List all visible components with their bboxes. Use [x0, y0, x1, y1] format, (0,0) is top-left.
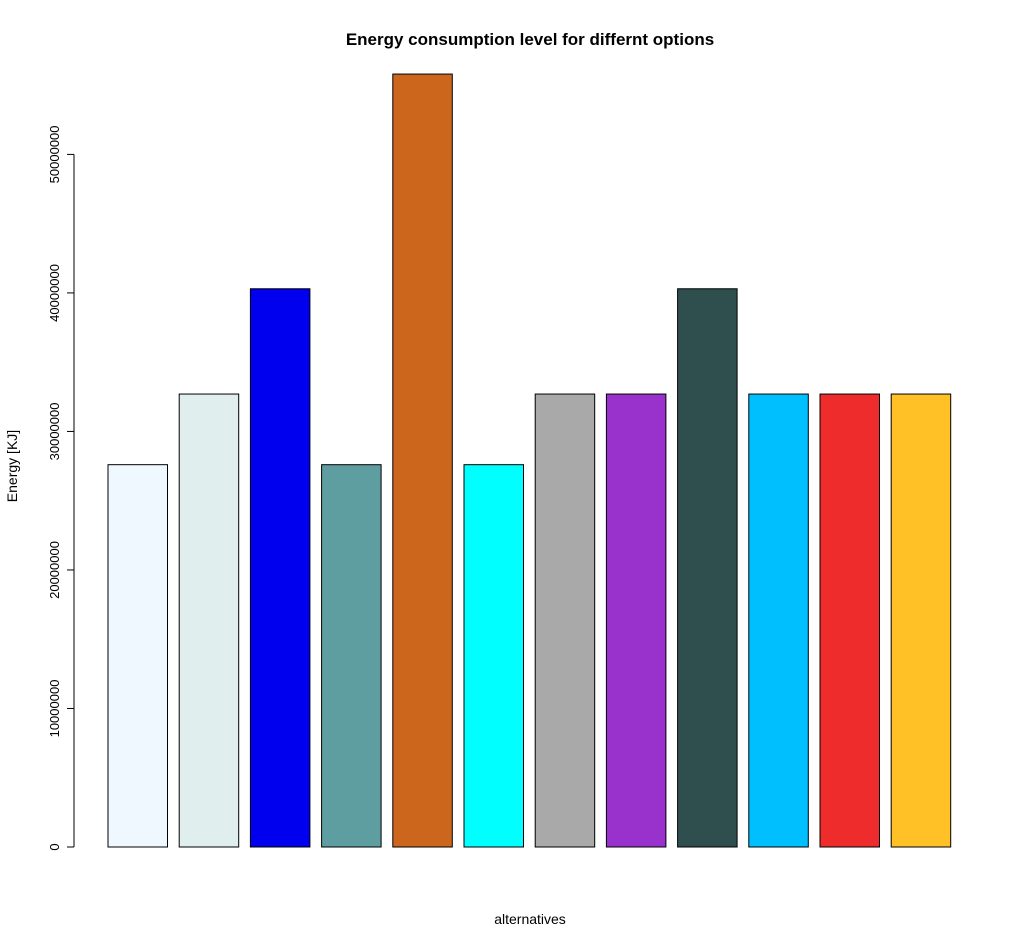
- chart-title: Energy consumption level for differnt op…: [346, 30, 714, 49]
- y-tick-label: 20000000: [47, 541, 62, 599]
- bar-12: [890, 393, 952, 848]
- x-axis-label: alternatives: [494, 911, 566, 927]
- bar-8: [605, 393, 667, 848]
- bar-6: [463, 464, 524, 848]
- y-axis-label: Energy [KJ]: [4, 430, 20, 502]
- y-tick-label: 30000000: [47, 403, 62, 461]
- bar-2: [178, 393, 240, 848]
- bar-5: [392, 73, 453, 848]
- bar-9: [677, 288, 738, 848]
- bar-7: [534, 393, 596, 848]
- bar-10: [748, 393, 809, 848]
- y-tick-label: 10000000: [47, 680, 62, 738]
- bar-4: [321, 464, 382, 848]
- y-axis: 0 10000000 20000000 30000000 40000000 5000000…: [47, 125, 75, 851]
- y-tick-label: 40000000: [47, 264, 62, 322]
- y-tick-label: 50000000: [47, 125, 62, 183]
- bar-11: [819, 393, 880, 848]
- bar-1: [107, 464, 168, 848]
- y-tick-label: 0: [47, 843, 62, 850]
- bar-3: [249, 288, 311, 848]
- bars-group: [107, 73, 952, 848]
